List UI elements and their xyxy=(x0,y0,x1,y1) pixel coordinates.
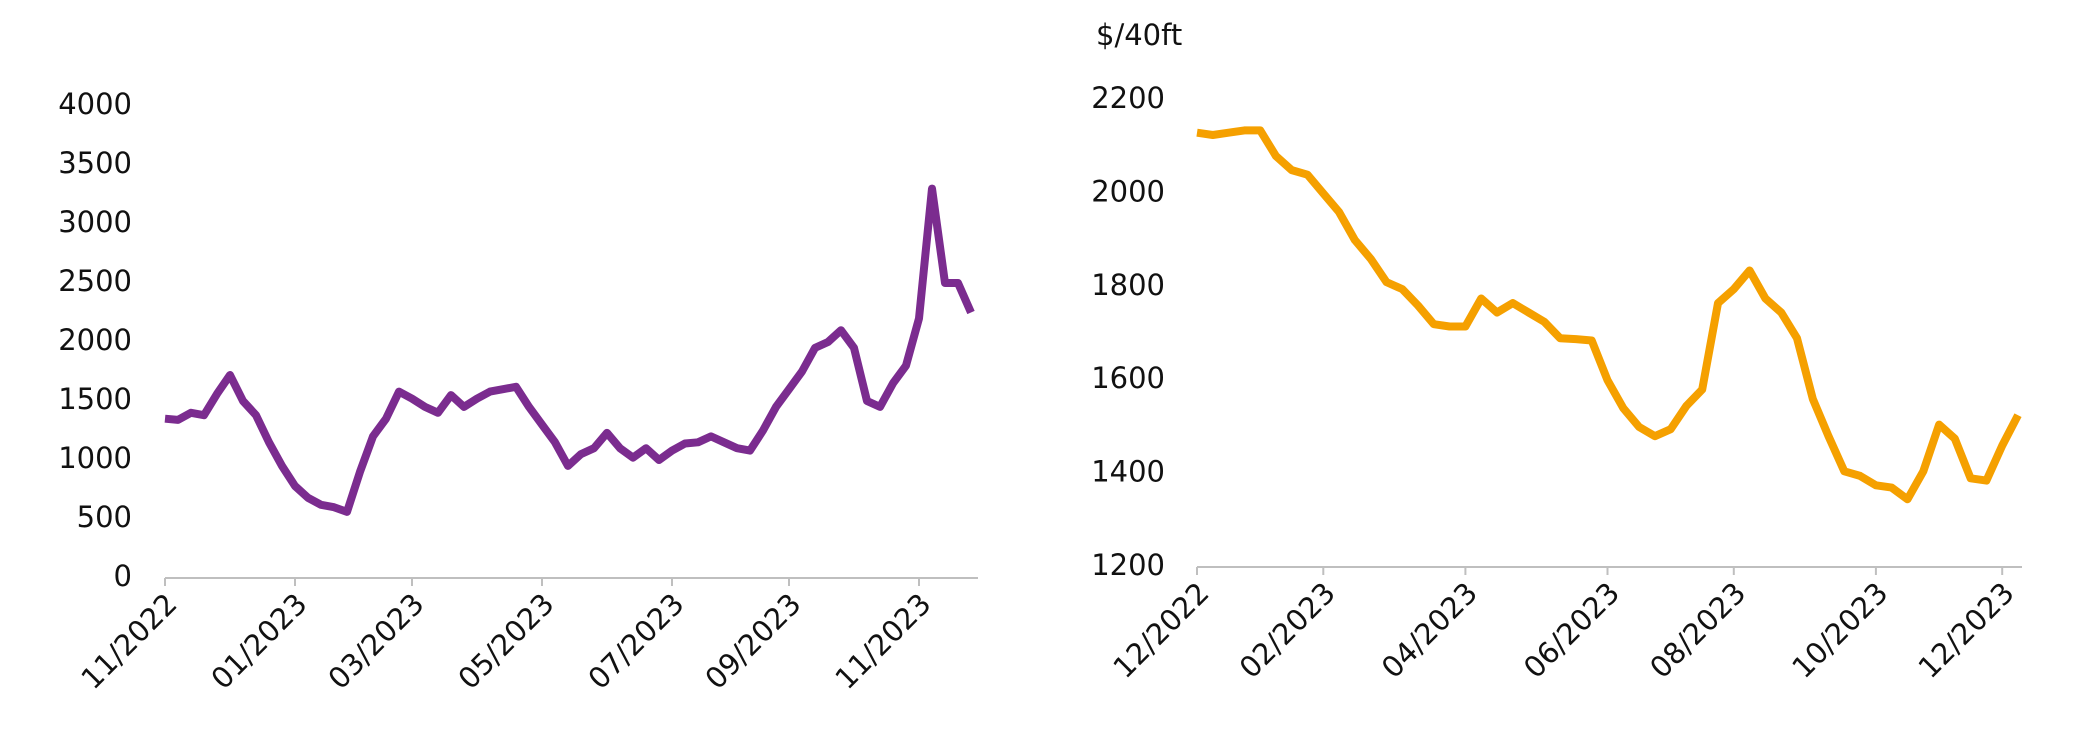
y-tick-label: 1600 xyxy=(1091,361,1165,395)
x-tick-label: 02/2023 xyxy=(1233,576,1342,685)
y-tick-label: 0 xyxy=(114,559,132,593)
x-tick-label: 01/2023 xyxy=(204,587,313,696)
y-tick-label: 2200 xyxy=(1091,81,1165,115)
y-tick-label: 1000 xyxy=(58,441,132,475)
x-tick-label: 04/2023 xyxy=(1375,576,1484,685)
x-tick-label: 12/2022 xyxy=(1106,576,1215,685)
y-tick-label: 2500 xyxy=(58,264,132,298)
x-tick-label: 10/2023 xyxy=(1785,576,1894,685)
y-tick-label: 1200 xyxy=(1091,548,1165,582)
y-tick-label: 1800 xyxy=(1091,268,1165,302)
y-tick-label: 500 xyxy=(77,500,132,534)
y-tick-label: 1500 xyxy=(58,382,132,416)
x-tick-label: 11/2023 xyxy=(828,587,937,696)
y-axis-label: $/40ft xyxy=(1096,18,1182,52)
y-tick-label: 4000 xyxy=(58,87,132,121)
y-tick-label: 2000 xyxy=(58,323,132,357)
x-tick-label: 06/2023 xyxy=(1517,576,1626,685)
y-tick-label: 1400 xyxy=(1091,455,1165,489)
x-tick-label: 09/2023 xyxy=(698,587,807,696)
data-line xyxy=(164,184,975,516)
x-tick-label: 07/2023 xyxy=(581,587,690,696)
x-tick-label: 08/2023 xyxy=(1643,576,1752,685)
y-tick-label: 2000 xyxy=(1091,174,1165,208)
x-tick-label: 05/2023 xyxy=(451,587,560,696)
x-tick-label: 11/2022 xyxy=(74,587,183,696)
data-line xyxy=(1196,126,2022,504)
x-tick-label: 03/2023 xyxy=(321,587,430,696)
y-tick-label: 3500 xyxy=(58,146,132,180)
x-tick-label: 12/2023 xyxy=(1912,576,2021,685)
y-tick-label: 3000 xyxy=(58,205,132,239)
